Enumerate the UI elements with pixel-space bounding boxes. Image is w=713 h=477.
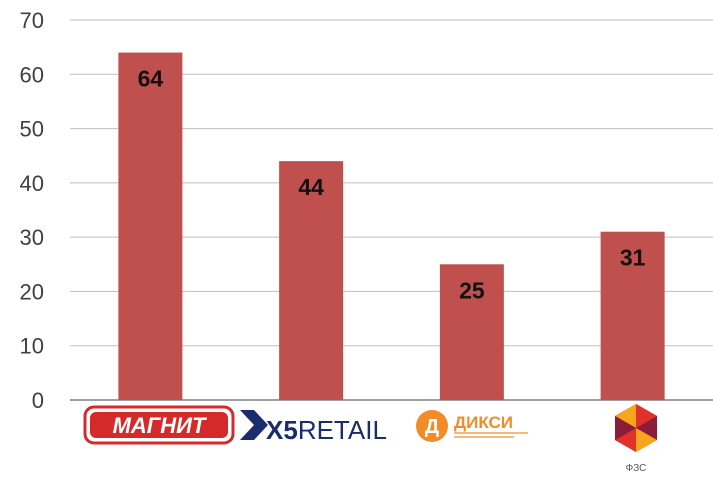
y-tick-label: 20: [20, 279, 44, 304]
fzs-caption: ФЗС: [626, 463, 647, 474]
fzs-logo: ФЗС: [615, 404, 657, 474]
y-tick-label: 50: [20, 117, 44, 142]
bar-4: [600, 231, 665, 400]
magnit-logo: МАГНИТ: [83, 405, 235, 445]
bar-2: [279, 161, 344, 400]
y-tick-label: 40: [20, 171, 44, 196]
data-label-2: 44: [298, 174, 324, 200]
dixy-letter: Д: [425, 416, 439, 438]
y-tick-label: 60: [20, 62, 44, 87]
y-tick-label: 70: [20, 8, 44, 33]
x5-prefix: X5: [266, 415, 298, 445]
bar-1: [118, 52, 183, 400]
bars: [118, 52, 665, 400]
x5-retail-logo: X5RETAIL: [240, 410, 387, 445]
y-tick-label: 0: [32, 388, 44, 413]
dixy-logo-text: ДИКСИ: [454, 413, 513, 432]
data-label-4: 31: [620, 245, 646, 271]
x5-suffix: RETAIL: [298, 415, 387, 445]
x5-arrow-icon: [240, 410, 268, 440]
data-label-3: 25: [459, 277, 485, 303]
svg-text:X5RETAIL: X5RETAIL: [266, 415, 387, 445]
bar-3: [439, 264, 504, 400]
magnit-logo-text: МАГНИТ: [113, 413, 207, 438]
dixy-logo: Д ДИКСИ: [416, 410, 528, 442]
y-axis-tick-labels: 0 10 20 30 40 50 60 70: [20, 8, 44, 413]
y-tick-label: 30: [20, 225, 44, 250]
data-label-1: 64: [138, 66, 164, 92]
data-labels: 64 44 25 31: [138, 66, 646, 304]
y-tick-label: 10: [20, 334, 44, 359]
